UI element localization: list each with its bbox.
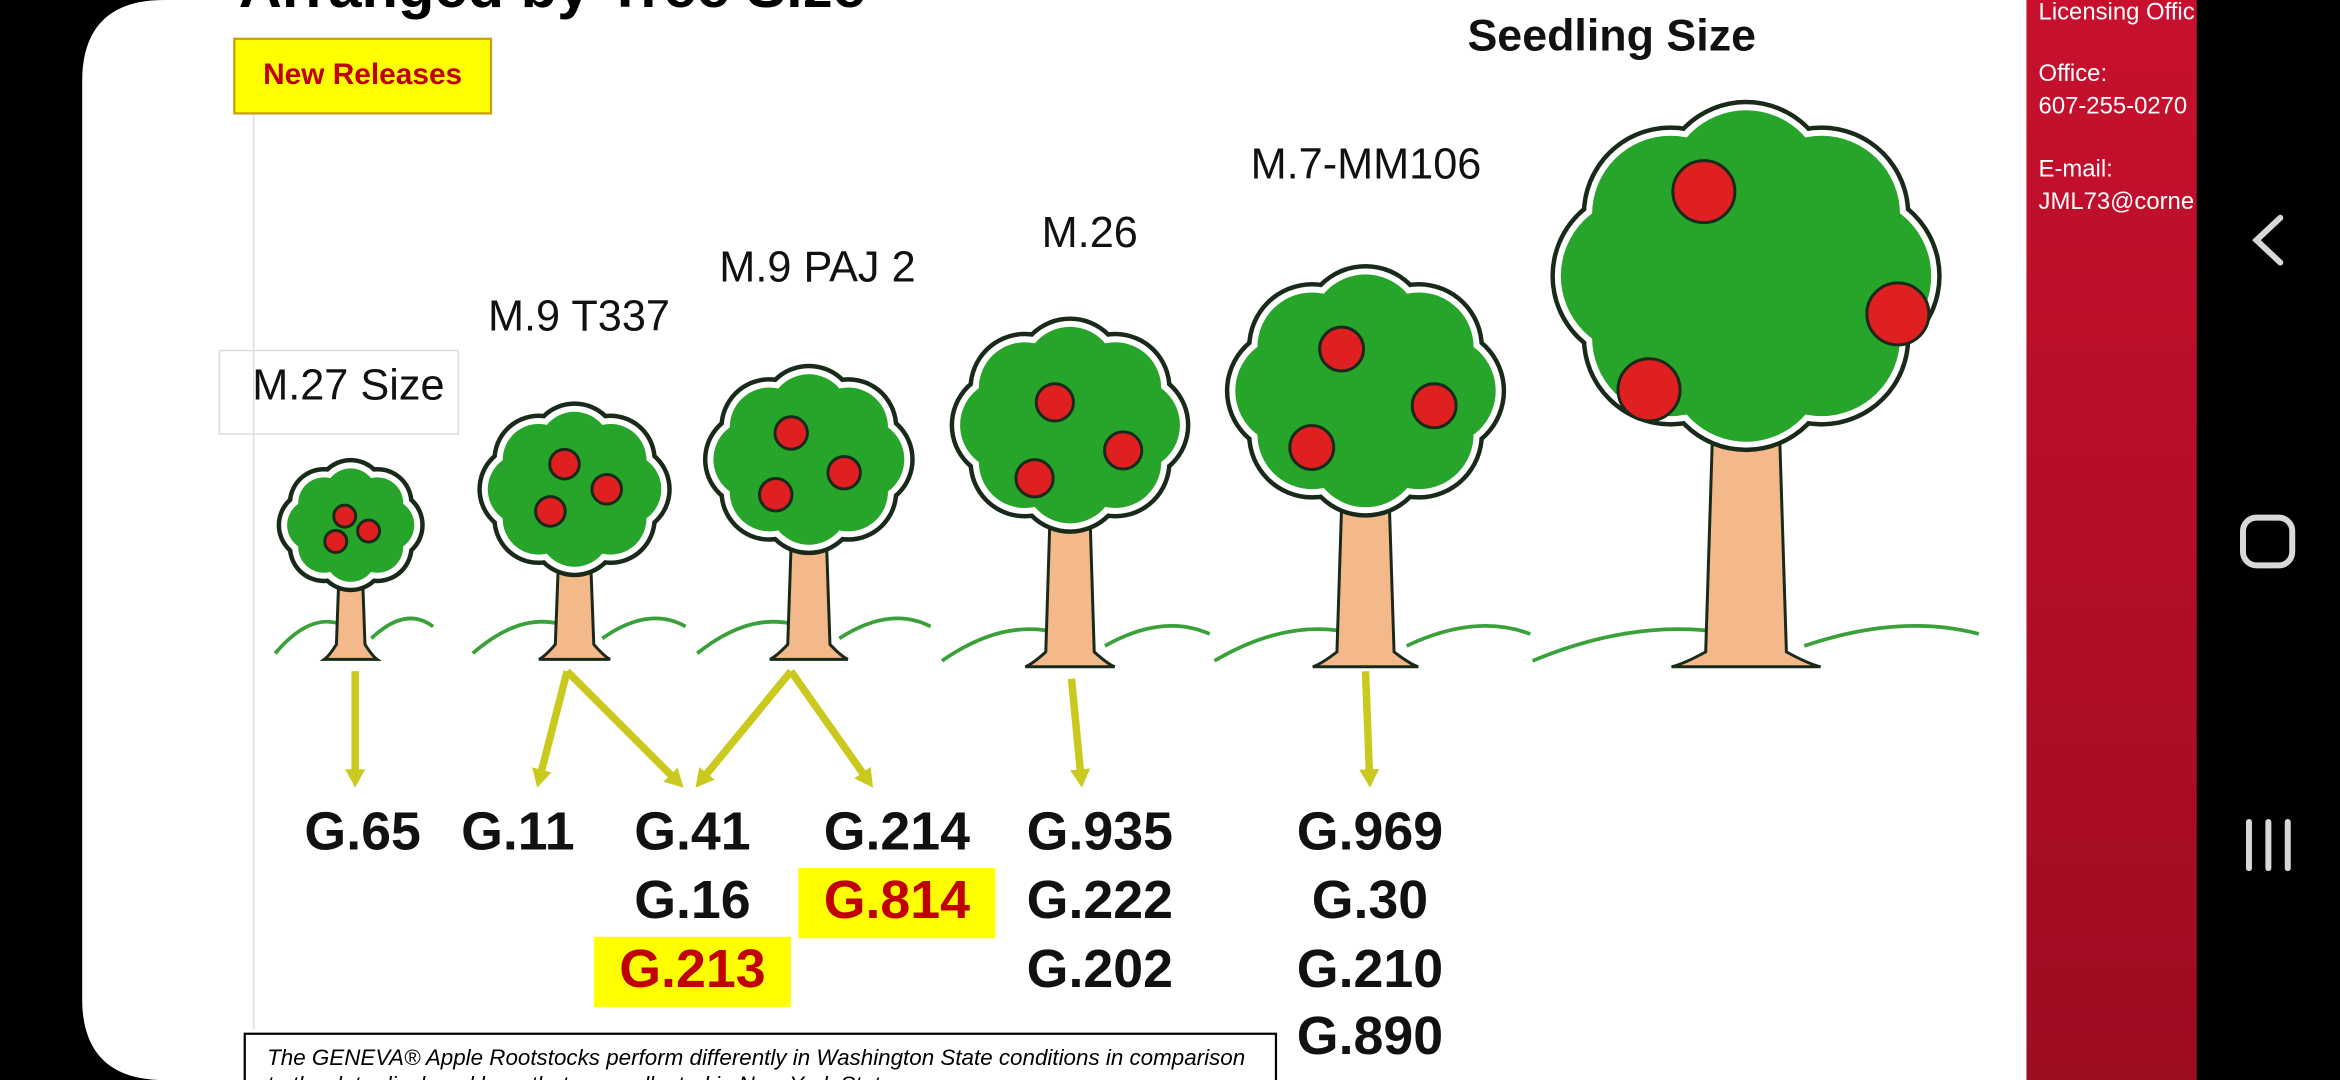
arrow	[564, 668, 684, 788]
sidebar-label: E-mail:	[2039, 155, 2113, 182]
arrow-head	[663, 767, 684, 788]
rootstock: G.202	[1027, 939, 1173, 999]
canopy	[1364, 292, 1474, 402]
rootstock: G.65	[304, 802, 420, 862]
tree	[273, 457, 435, 661]
arrow-head	[345, 769, 366, 788]
rootstock: G.16	[634, 870, 750, 930]
size-label: M.26	[1042, 209, 1138, 257]
apple	[758, 477, 794, 513]
rootstock: G.222	[1027, 870, 1173, 930]
tree	[696, 363, 932, 661]
arrow	[1359, 671, 1380, 788]
highlight-box	[798, 868, 996, 939]
arrow-head	[695, 767, 715, 788]
slide: Arranged by Tree Size New Releases Seedl…	[82, 0, 2027, 1080]
rootstock: G.213	[619, 939, 765, 999]
apple	[1103, 430, 1144, 471]
size-label: M.27 Size	[252, 361, 444, 409]
trunk	[769, 498, 849, 661]
home-button[interactable]	[2240, 514, 2296, 569]
apple	[534, 495, 567, 528]
rootstock: G.30	[1312, 870, 1428, 930]
arrow-shaft	[536, 670, 571, 777]
tree	[1531, 99, 1980, 669]
rootstock: G.935	[1027, 802, 1173, 862]
arrow-head	[854, 766, 874, 788]
arrow-shaft	[1361, 671, 1374, 776]
canopy	[574, 423, 647, 496]
tree	[471, 401, 687, 661]
arrow	[345, 671, 366, 788]
arrow-head	[1359, 768, 1380, 788]
footnote: to the data displayed here that was coll…	[267, 1072, 899, 1080]
rootstock: G.210	[1297, 939, 1443, 999]
apple	[323, 529, 349, 554]
apple	[1410, 382, 1458, 430]
badge-box	[233, 37, 493, 115]
rootstock: G.11	[461, 802, 574, 862]
rootstock: G.890	[1297, 1006, 1443, 1066]
highlight-box	[593, 936, 791, 1007]
label-frame	[218, 349, 459, 435]
rootstock: G.214	[824, 802, 970, 862]
arrow-shaft	[1067, 678, 1085, 777]
badge: New Releases	[263, 58, 462, 91]
rootstock: G.969	[1297, 802, 1443, 862]
sidebar-email: JML73@corne	[2039, 188, 2195, 215]
apple	[590, 472, 624, 506]
sidebar-heading: Licensing Offic	[2039, 0, 2195, 26]
rootstock: G.814	[824, 870, 970, 930]
apple	[1616, 357, 1682, 423]
trunk	[1024, 470, 1116, 669]
arrow-shaft	[700, 668, 794, 781]
arrow	[695, 668, 794, 788]
apple	[1288, 424, 1336, 471]
tree	[940, 316, 1211, 669]
trunk	[319, 551, 382, 661]
apple	[1318, 325, 1366, 373]
arrow-head	[1070, 768, 1091, 788]
seedling-label: Seedling Size	[1467, 11, 1756, 61]
apple	[1034, 382, 1075, 423]
apple	[1865, 281, 1931, 347]
arrow	[787, 669, 874, 788]
trunk	[1671, 352, 1821, 669]
trunk	[1312, 444, 1419, 669]
arrow-shaft	[787, 669, 870, 781]
arrow	[1067, 678, 1091, 788]
apple	[1671, 159, 1737, 225]
sidebar-phone: 607-255-0270	[2039, 93, 2188, 120]
size-label: M.9 T337	[488, 293, 670, 341]
trunk	[538, 524, 611, 661]
apple	[826, 454, 862, 491]
sidebar	[2026, 0, 2197, 1080]
canopy	[1742, 135, 1900, 293]
size-label: M.7-MM106	[1251, 140, 1482, 188]
footnote: The GENEVA® Apple Rootstocks perform dif…	[267, 1045, 1245, 1070]
canopy	[1069, 342, 1162, 434]
arrow	[532, 670, 571, 788]
apple	[356, 518, 382, 544]
arrow-head	[532, 767, 552, 788]
tree	[1213, 263, 1531, 669]
arrow-shaft	[564, 668, 678, 782]
back-button[interactable]	[2252, 214, 2284, 266]
slide-title: Arranged by Tree Size	[239, 0, 866, 20]
footnote-box	[243, 1032, 1278, 1080]
sidebar-label: Office:	[2039, 60, 2108, 87]
canopy	[351, 477, 404, 530]
apple	[548, 447, 581, 481]
apple	[773, 415, 809, 451]
canopy	[808, 387, 888, 467]
size-label: M.9 PAJ 2	[719, 243, 915, 291]
rootstock: G.41	[634, 802, 750, 862]
apple	[332, 503, 358, 529]
apple	[1014, 458, 1055, 499]
recents-button[interactable]	[2245, 818, 2291, 872]
